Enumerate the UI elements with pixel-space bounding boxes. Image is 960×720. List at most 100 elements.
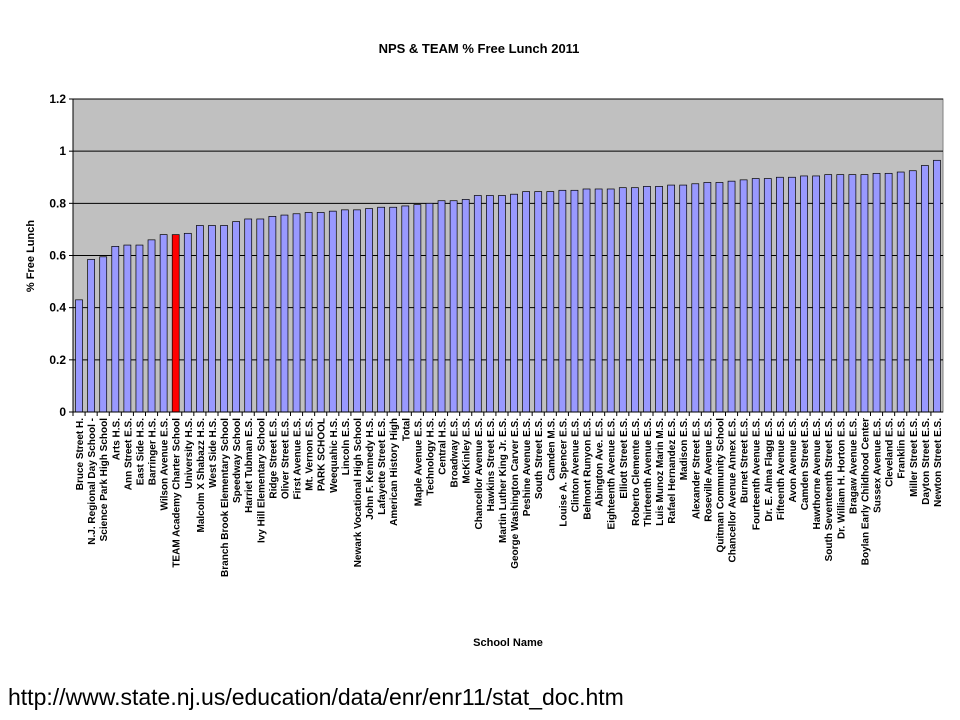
bar	[413, 204, 422, 413]
source-url: http://www.state.nj.us/education/data/en…	[8, 684, 624, 710]
x-tick-label: Lafayette Street E.S.	[377, 418, 388, 515]
y-tick-label: 0.6	[49, 249, 66, 263]
bar-chart: NPS & TEAM % Free Lunch 2011 % Free Lunc…	[25, 41, 944, 649]
x-tick-label: Barringer H.S.	[148, 418, 159, 485]
x-tick-label: Boylan Early Childhood Center	[860, 418, 871, 565]
x-tick-label: West Side H.S.	[208, 418, 219, 488]
x-tick-label: Hawkins Street E.S.	[486, 418, 497, 512]
y-axis-label: % Free Lunch	[25, 220, 37, 292]
bar	[232, 221, 240, 413]
bar	[196, 225, 204, 413]
bar	[135, 244, 144, 413]
x-tick-label: Branch Brook Elementary School	[220, 418, 231, 577]
x-tick-label: Avon Avenue E.S.	[788, 418, 799, 503]
bar	[449, 200, 458, 413]
x-tick-label: Luis Munoz Marin M.S.	[655, 418, 666, 526]
x-axis-label: School Name	[473, 637, 543, 649]
x-tick-label: Camden Street E.S.	[800, 418, 811, 510]
bar	[763, 178, 772, 413]
bar	[304, 212, 313, 413]
x-tick-label: Fifteenth Avenue E.S.	[776, 418, 787, 520]
x-tick-label: Quitman Community School	[715, 418, 726, 553]
bar	[111, 246, 120, 413]
x-tick-label: Broadway E.S.	[450, 418, 461, 488]
bar	[389, 206, 398, 413]
bar	[667, 184, 675, 413]
bar	[498, 195, 506, 413]
x-tick-label: Louise A. Spencer E.S.	[558, 418, 569, 527]
bar	[365, 208, 373, 413]
bar	[679, 184, 688, 413]
bar	[522, 191, 530, 413]
y-tick-label: 0.8	[49, 196, 66, 210]
x-tick-label: Arts H.S.	[111, 418, 122, 460]
x-tick-label: Cleveland E.S.	[885, 418, 896, 487]
x-tick-label: Thirteenth Avenue E.S.	[643, 418, 654, 527]
bar	[800, 175, 808, 413]
x-tick-label: McKinley E.S.	[462, 418, 473, 484]
bar	[643, 186, 651, 413]
x-tick-label: Abington Ave. E.S.	[595, 418, 606, 507]
bar	[220, 225, 228, 413]
x-tick-label: PARK SCHOOL	[317, 418, 328, 491]
bar	[908, 170, 917, 413]
x-tick-label: Harriet Tubman E.S.	[244, 418, 255, 513]
x-tick-label: Weequahic H.S.	[329, 418, 340, 493]
bar	[896, 171, 905, 413]
bar	[377, 206, 385, 413]
x-tick-label: Dayton Street E.S.	[921, 418, 932, 505]
bar	[183, 232, 192, 413]
x-tick-label: Franklin E.S.	[897, 418, 908, 479]
x-tick-label: Martin Luther King Jr. E.S.	[498, 418, 509, 543]
x-tick-label: Technology H.S.	[425, 418, 436, 496]
x-tick-label: Eighteenth Avenue E.S.	[607, 418, 618, 530]
bar	[473, 195, 482, 413]
bar	[341, 209, 349, 413]
x-tick-label: Ridge Street E.S.	[268, 418, 279, 499]
x-tick-label: American History High	[389, 418, 400, 526]
bar	[691, 183, 700, 413]
bar	[582, 188, 591, 413]
x-tick-label: Newton Street E.S.	[933, 418, 944, 507]
bar	[461, 199, 470, 413]
bar	[812, 175, 820, 413]
bar	[280, 214, 289, 413]
x-tick-label: Roberto Clemente E.S.	[631, 418, 642, 526]
x-tick-label: Fourteenth Avenue E.S.	[752, 418, 763, 530]
bar	[268, 216, 277, 413]
x-tick-label: Total	[401, 418, 412, 441]
x-tick-label: Peshine Avenue E.S.	[522, 418, 533, 516]
bar	[256, 218, 265, 413]
bar	[933, 159, 941, 413]
bar	[558, 189, 567, 413]
bar	[860, 174, 869, 413]
bar	[921, 165, 929, 413]
y-tick-label: 1.2	[49, 92, 66, 106]
x-tick-label: Burnet Street E.S.	[740, 418, 751, 503]
x-tick-label: Madison E.S.	[679, 418, 690, 480]
y-tick-label: 0.2	[49, 353, 66, 367]
x-tick-label: George Washington Carver E.S.	[510, 418, 521, 569]
bar	[715, 182, 724, 413]
x-tick-label: Roseville Avenue E.S.	[703, 418, 714, 522]
bar	[87, 259, 95, 413]
bar	[655, 186, 663, 413]
bar	[824, 174, 833, 413]
bar	[884, 172, 893, 413]
x-tick-label: Maple Avenue E.S.	[413, 418, 424, 506]
bar	[147, 239, 156, 413]
bar	[316, 212, 325, 413]
x-tick-label: Sussex Avenue E.S.	[873, 418, 884, 513]
x-tick-label: Ivy Hill Elementary School	[256, 418, 267, 543]
bar	[836, 174, 845, 413]
bar	[437, 200, 446, 413]
bar	[872, 172, 881, 413]
x-tick-label: Bruce Street H.	[75, 418, 86, 490]
x-tick-label: Malcolm X Shabazz H.S.	[196, 418, 207, 533]
x-tick-label: Bragaw Avenue E.S.	[848, 418, 859, 514]
bar	[99, 256, 108, 413]
x-tick-label: Dr. E. Alma Flagg E.S.	[764, 418, 775, 522]
x-tick-label: Miller Street E.S.	[909, 418, 920, 497]
bar	[401, 205, 410, 413]
x-tick-label: Camden M.S.	[546, 418, 557, 481]
